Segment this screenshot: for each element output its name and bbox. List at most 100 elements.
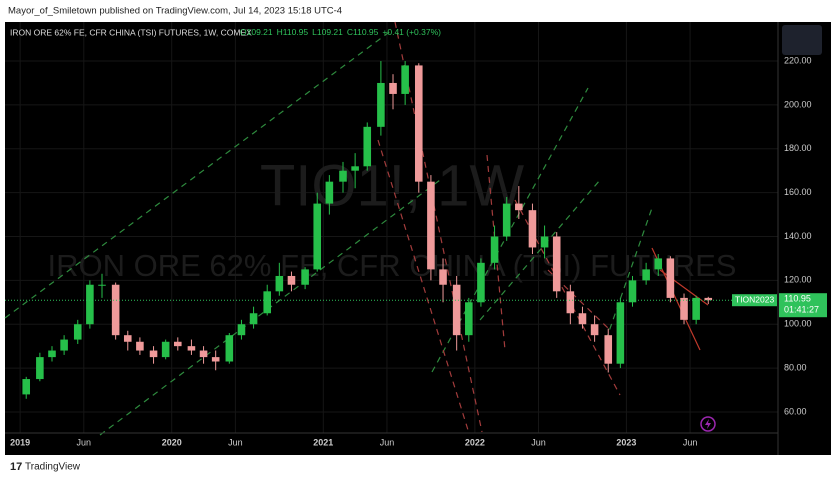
y-tick-label: 60.00 xyxy=(784,406,807,416)
candle-body xyxy=(123,335,132,342)
candle-body xyxy=(692,297,700,320)
x-tick-label: Jun xyxy=(77,437,92,447)
candle-body xyxy=(515,203,523,211)
legend-value: +0.41 (+0.37%) xyxy=(382,27,441,37)
candle-body xyxy=(377,82,385,127)
countdown-label: 01:41:27 xyxy=(784,305,819,315)
watermark: IRON ORE 62% FE, CFR CHINA (TSI) FUTURES xyxy=(48,248,737,283)
trend-line xyxy=(4,29,393,319)
y-tick-label: 100.00 xyxy=(784,319,812,329)
candle-body xyxy=(73,324,82,340)
legend-value: O109.21 xyxy=(240,27,273,37)
brand: TradingView xyxy=(25,462,81,473)
candle-body xyxy=(578,313,587,325)
y-tick-label: 160.00 xyxy=(784,187,812,197)
x-tick-label: Jun xyxy=(683,437,698,447)
candle-body xyxy=(173,341,182,347)
legend-value: C110.95 xyxy=(347,27,379,37)
y-tick-label: 180.00 xyxy=(784,143,812,153)
candle-body xyxy=(439,269,447,285)
candle-body xyxy=(287,275,296,285)
candle-body xyxy=(187,346,196,351)
trend-line xyxy=(605,207,653,341)
candle-body xyxy=(199,350,208,358)
candle-body xyxy=(263,291,272,314)
candle-body xyxy=(590,324,599,336)
logo: 17 xyxy=(10,461,22,473)
legend-value: L109.21 xyxy=(312,27,343,37)
trend-line xyxy=(479,179,601,321)
x-tick-label: 2019 xyxy=(10,437,30,447)
candle-body xyxy=(339,170,347,182)
price-label: 110.95 xyxy=(784,294,811,304)
candle-body xyxy=(48,350,56,358)
symbol-label: TION2023 xyxy=(735,294,774,304)
candle-body xyxy=(401,65,409,94)
candle-body xyxy=(566,291,575,314)
candle-body xyxy=(628,280,637,303)
footer: 17 TradingView xyxy=(10,461,81,473)
candle-body xyxy=(477,262,485,303)
x-tick-label: Jun xyxy=(228,437,243,447)
y-tick-label: 140.00 xyxy=(784,231,812,241)
legend: IRON ORE 62% FE, CFR CHINA (TSI) FUTURES… xyxy=(10,27,441,37)
trend-line xyxy=(377,139,469,431)
candle-body xyxy=(528,210,537,248)
candle-body xyxy=(22,379,31,395)
x-tick-label: 2022 xyxy=(465,437,485,447)
trend-line xyxy=(394,21,483,433)
candle-body xyxy=(275,275,284,292)
y-tick-label: 120.00 xyxy=(784,275,812,285)
x-tick-label: Jun xyxy=(380,437,395,447)
symbol-title: IRON ORE 62% FE, CFR CHINA (TSI) FUTURES… xyxy=(10,27,252,37)
candle-body xyxy=(301,269,309,285)
candle-body xyxy=(414,65,423,182)
grid xyxy=(5,22,778,433)
price-badge xyxy=(779,293,827,318)
candle-body xyxy=(666,258,675,298)
candle-body xyxy=(136,341,144,351)
candle-body xyxy=(211,357,220,362)
candle-body xyxy=(490,236,499,263)
widget-box xyxy=(782,25,822,55)
candle-body xyxy=(98,284,106,286)
legend-values: O109.21 H110.95 L109.21 C110.95 +0.41 (+0.37… xyxy=(240,27,441,37)
y-tick-label: 200.00 xyxy=(784,99,812,109)
candle-body xyxy=(552,236,561,292)
candle-body xyxy=(249,313,258,325)
candles xyxy=(22,61,713,399)
candle-body xyxy=(389,82,397,94)
candle-body xyxy=(225,335,234,362)
candle-body xyxy=(36,357,44,380)
candle-body xyxy=(86,284,94,325)
publisher: Mayor_of_Smiletown published on TradingV… xyxy=(8,6,342,17)
alert-icon[interactable] xyxy=(700,416,716,432)
candle-body xyxy=(616,302,625,364)
candle-body xyxy=(465,302,473,336)
candle-body xyxy=(313,203,322,270)
y-tick-label: 220.00 xyxy=(784,55,812,65)
candle-body xyxy=(111,284,120,336)
candle-body xyxy=(427,181,435,270)
candle-body xyxy=(680,297,688,320)
legend-value: H110.95 xyxy=(277,27,309,37)
candle-body xyxy=(325,181,334,204)
candle-body xyxy=(60,339,68,351)
candle-body xyxy=(363,126,372,167)
candle-body xyxy=(604,335,613,364)
candle-body xyxy=(149,350,158,358)
candle-body xyxy=(161,341,170,358)
candle-body xyxy=(237,324,246,336)
alert-icon-bolt xyxy=(705,419,711,429)
symbol-badge xyxy=(732,294,777,307)
candle-body xyxy=(654,258,663,270)
candle-body xyxy=(704,297,713,301)
x-tick-label: 2020 xyxy=(162,437,182,447)
x-tick-label: 2023 xyxy=(616,437,636,447)
candle-body xyxy=(540,236,549,248)
x-tick-label: 2021 xyxy=(313,437,333,447)
candle-body xyxy=(452,284,461,336)
y-tick-label: 80.00 xyxy=(784,362,807,372)
